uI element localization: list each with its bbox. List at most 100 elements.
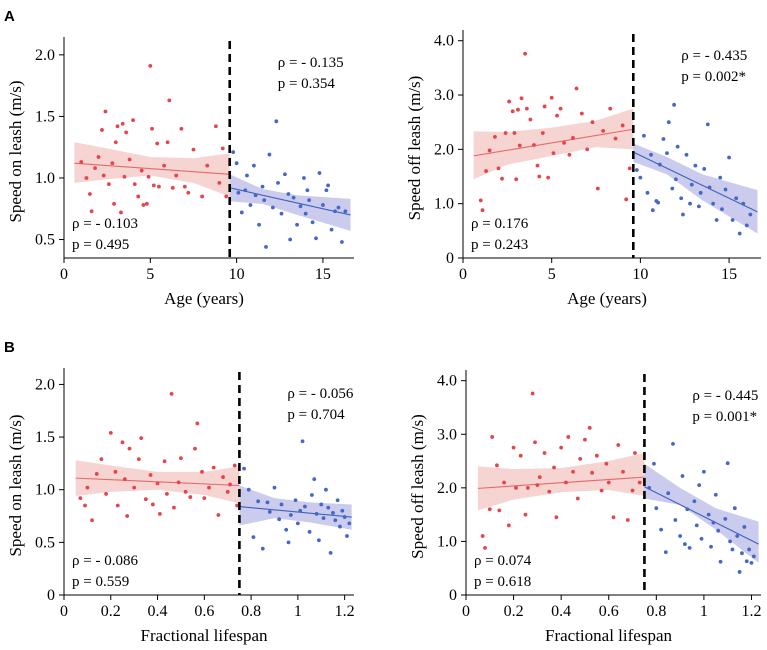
stats-left-line-0: ρ = 0.074 — [474, 553, 532, 569]
stats-left-line-1: p = 0.559 — [72, 574, 129, 590]
data-point-old-23 — [705, 122, 710, 127]
x-tick-label-1: 1 — [700, 603, 708, 620]
data-point-old-10 — [260, 184, 265, 189]
data-point-young-43 — [220, 146, 225, 151]
data-point-old-12 — [293, 498, 298, 503]
data-point-old-12 — [672, 102, 676, 107]
data-point-young-2 — [487, 507, 492, 512]
stats-right-line-0: ρ = - 0.445 — [692, 388, 758, 404]
chart-a-on-leash: 0.5 1.0 1.5 2.0 0 5 10 15 Age (years) Speed on le… — [6, 37, 354, 308]
data-point-young-19 — [155, 481, 160, 486]
data-point-young-39 — [232, 463, 237, 468]
data-point-young-24 — [172, 505, 176, 510]
data-point-young-6 — [101, 173, 106, 178]
data-point-young-28 — [155, 141, 160, 146]
data-point-young-20 — [136, 194, 141, 199]
data-point-old-16 — [307, 529, 312, 534]
data-point-old-22 — [324, 487, 328, 492]
data-point-young-31 — [574, 86, 579, 91]
data-point-old-5 — [666, 491, 671, 496]
data-point-old-0 — [634, 168, 639, 172]
data-point-old-11 — [670, 186, 675, 191]
data-point-young-20 — [537, 174, 542, 179]
data-point-young-36 — [625, 518, 630, 522]
data-point-young-11 — [125, 514, 130, 518]
data-point-young-30 — [571, 136, 575, 140]
data-point-old-33 — [751, 554, 756, 559]
data-point-young-33 — [611, 515, 616, 520]
data-point-young-30 — [162, 163, 167, 168]
data-point-young-30 — [599, 488, 604, 493]
data-point-old-0 — [647, 485, 652, 490]
data-point-old-24 — [730, 547, 735, 552]
data-point-young-30 — [195, 421, 200, 426]
data-point-young-15 — [523, 51, 527, 56]
data-point-young-36 — [221, 475, 225, 479]
data-point-old-26 — [714, 218, 719, 222]
chart-b-on-leash: 0 0.5 1.0 1.5 2.0 0 0.2 0.4 0.6 0.8 1 1.2 Fractional… — [6, 368, 355, 645]
data-point-old-34 — [697, 483, 702, 488]
x-tick-label-1-2: 1.2 — [741, 603, 761, 620]
data-point-young-29 — [157, 184, 161, 189]
data-point-young-27 — [587, 425, 592, 430]
data-point-old-29 — [340, 508, 345, 513]
data-point-young-26 — [583, 437, 587, 442]
data-point-old-19 — [317, 538, 321, 543]
data-point-old-26 — [735, 534, 740, 538]
y-tick-label-0: 0 — [47, 587, 55, 604]
data-point-young-12 — [516, 107, 520, 112]
data-point-old-31 — [730, 218, 735, 222]
data-point-old-35 — [744, 223, 749, 228]
data-point-old-36 — [748, 212, 753, 217]
data-point-young-41 — [627, 166, 632, 171]
data-point-old-24 — [302, 176, 306, 180]
data-point-young-25 — [551, 151, 556, 156]
data-point-young-10 — [512, 131, 517, 135]
data-point-young-19 — [132, 182, 137, 187]
ci-band-young — [74, 142, 230, 197]
data-point-old-11 — [687, 545, 692, 550]
data-point-young-34 — [590, 120, 595, 125]
data-point-young-24 — [146, 174, 151, 179]
data-point-young-21 — [564, 480, 568, 485]
data-point-young-16 — [143, 497, 148, 502]
data-point-old-19 — [716, 528, 721, 533]
data-point-young-1 — [483, 545, 487, 550]
data-point-young-21 — [162, 459, 167, 464]
data-point-old-2 — [251, 535, 256, 539]
data-point-young-38 — [633, 451, 637, 455]
y-tick-label-3-0: 3.0 — [434, 87, 454, 104]
data-point-old-3 — [659, 527, 663, 532]
data-point-old-9 — [279, 502, 284, 507]
stats-right-line-1: p = 0.002* — [681, 69, 746, 85]
data-point-young-16 — [124, 130, 129, 135]
data-point-young-29 — [193, 446, 197, 451]
data-point-young-18 — [552, 465, 556, 470]
data-point-old-28 — [720, 207, 724, 212]
data-point-young-10 — [518, 453, 523, 458]
data-point-old-4 — [243, 188, 248, 193]
data-point-old-17 — [709, 544, 713, 549]
data-point-old-4 — [649, 152, 653, 157]
chart-b-off-leash: 0 1.0 2.0 3.0 4.0 0 0.2 0.4 0.6 0.8 1 1.2 Fractional… — [408, 370, 761, 645]
ci-band-old — [633, 143, 758, 234]
data-point-young-26 — [179, 456, 183, 461]
stats-right-line-0: ρ = - 0.056 — [287, 386, 353, 402]
x-tick-label-0-6: 0.6 — [599, 603, 619, 620]
data-point-old-15 — [702, 469, 706, 474]
data-point-young-31 — [165, 140, 170, 145]
data-point-old-13 — [675, 144, 680, 149]
stats-right-line-1: p = 0.704 — [287, 407, 345, 423]
data-point-young-3 — [487, 148, 492, 153]
data-point-young-27 — [558, 106, 563, 111]
data-point-old-7 — [251, 163, 256, 168]
data-point-young-15 — [122, 174, 127, 179]
data-point-young-31 — [604, 461, 609, 466]
data-point-old-32 — [734, 196, 739, 201]
data-point-old-29 — [317, 171, 322, 175]
data-point-old-14 — [300, 439, 305, 444]
data-point-old-20 — [697, 204, 701, 209]
data-point-old-0 — [242, 466, 246, 471]
data-point-old-25 — [331, 510, 335, 515]
data-point-old-6 — [267, 509, 272, 514]
